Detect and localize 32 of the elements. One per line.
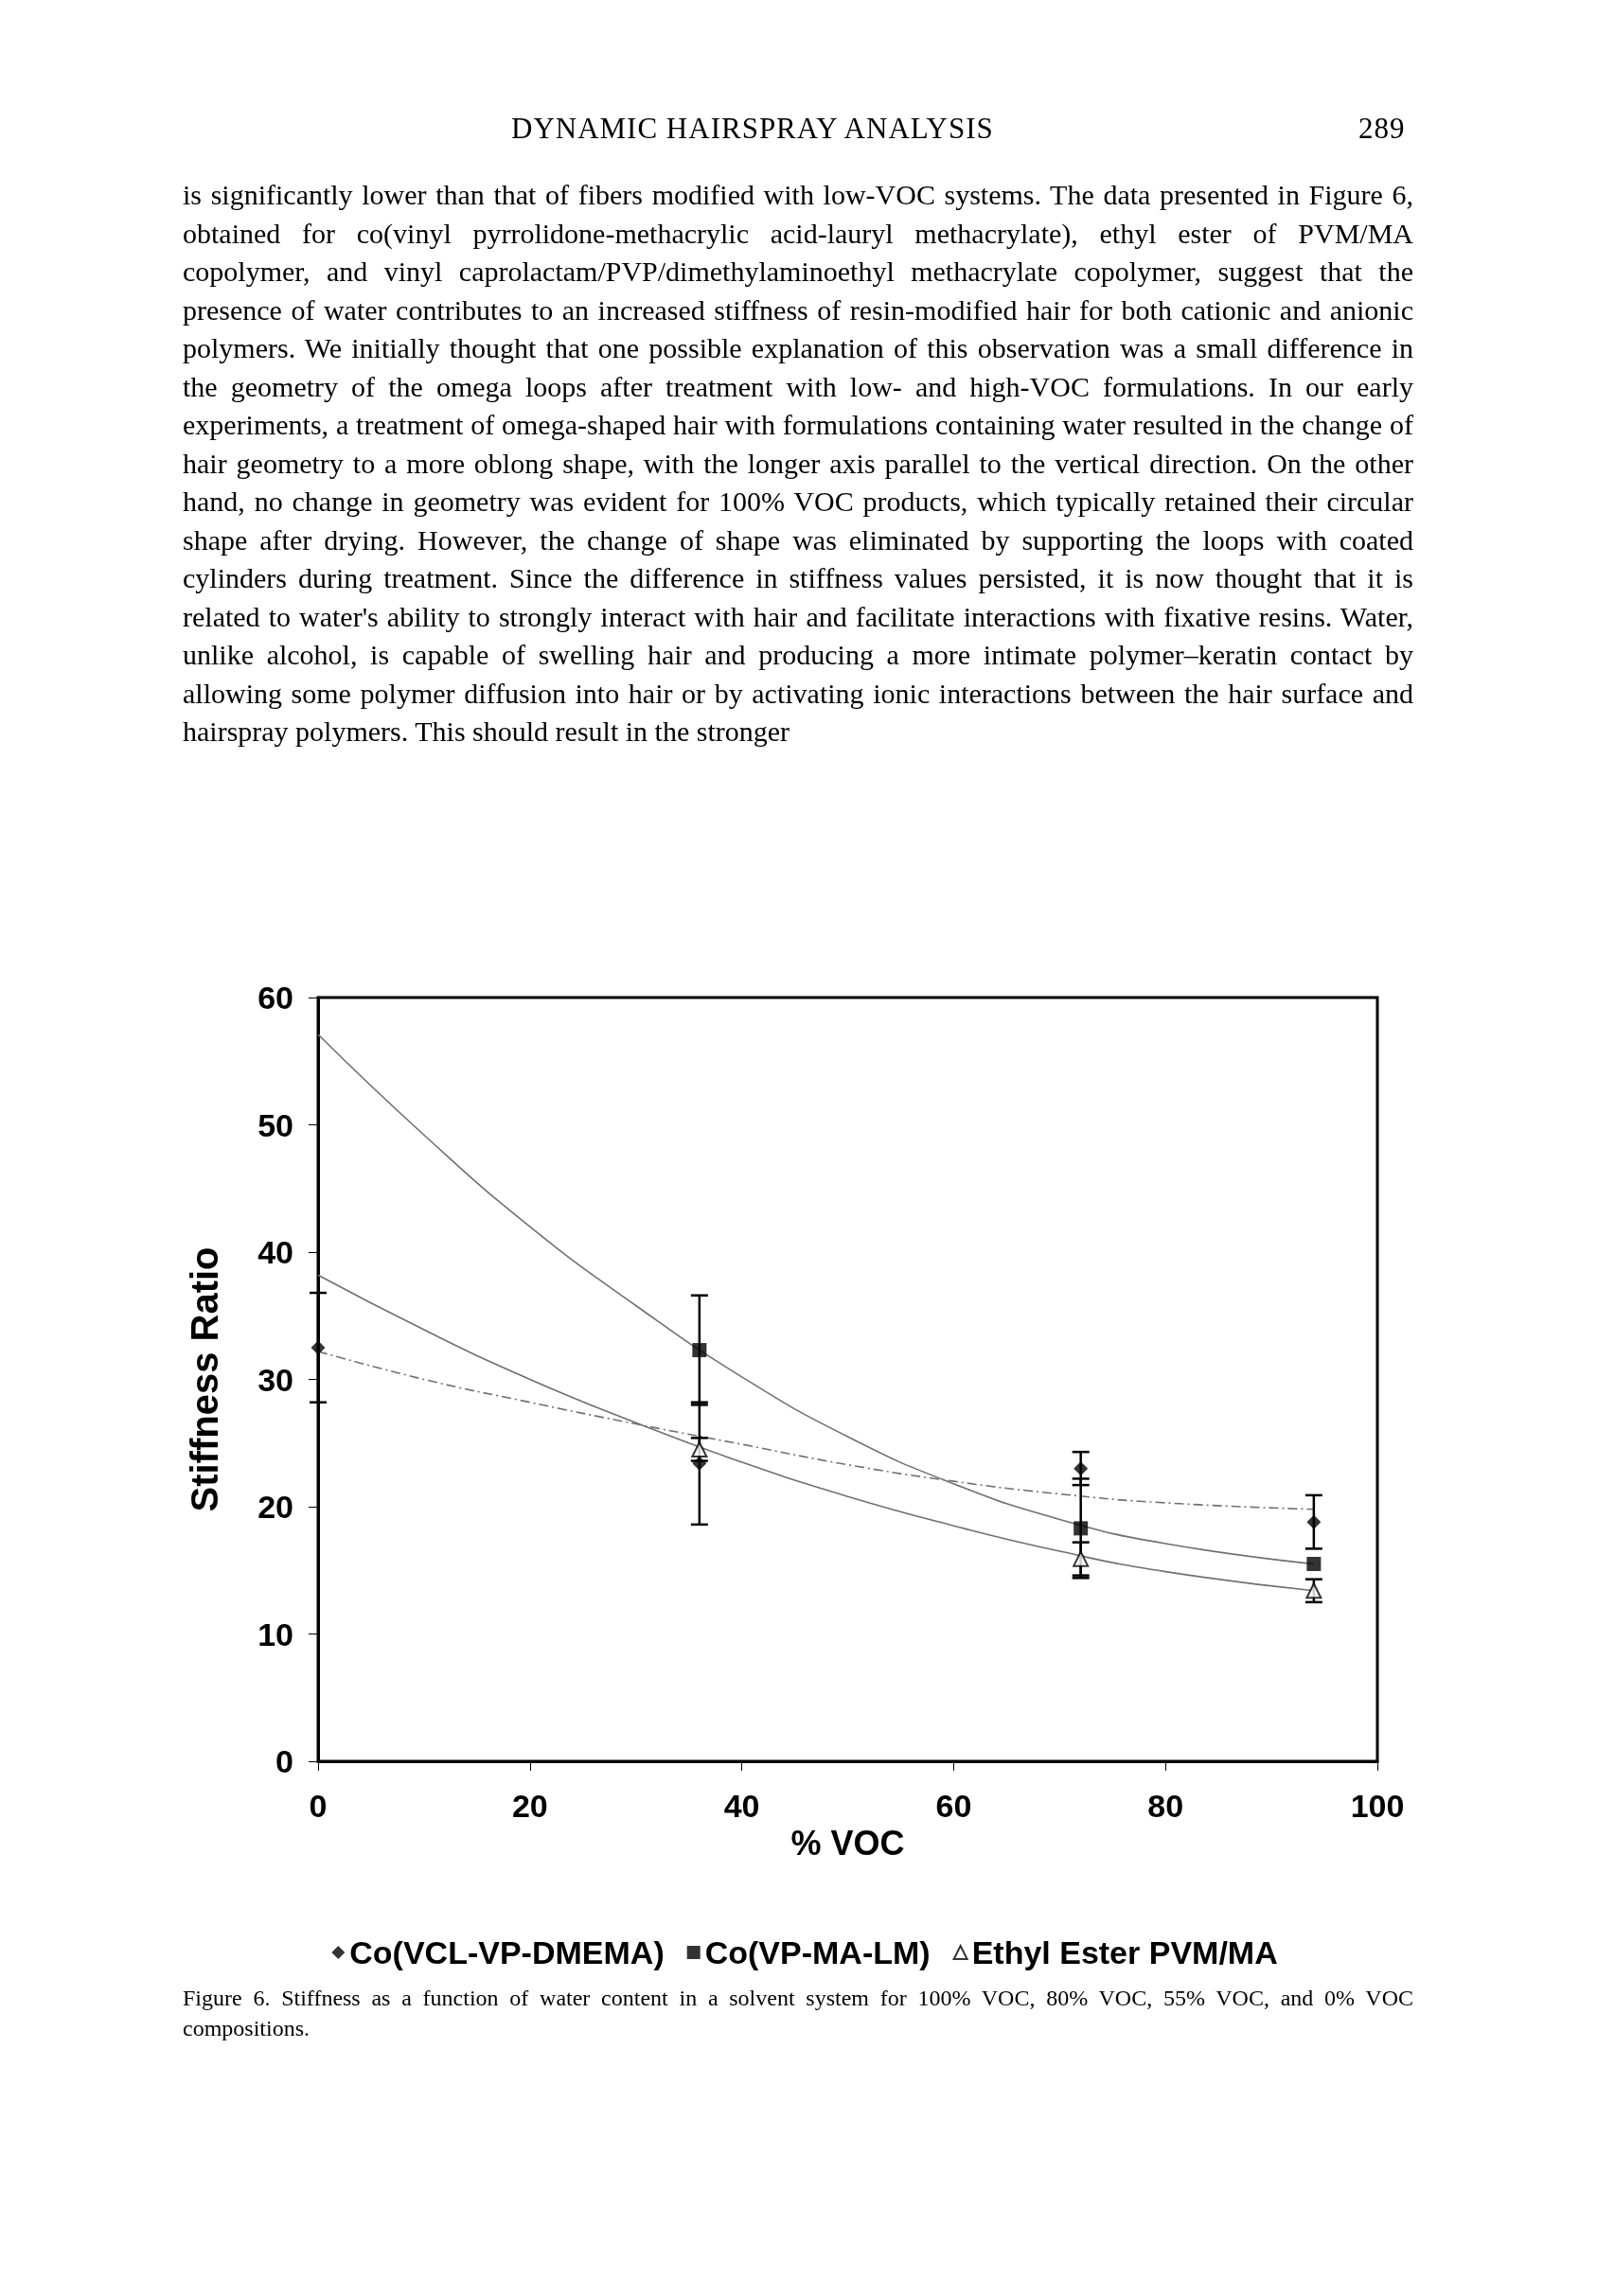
y-tick-label: 30 bbox=[257, 1361, 293, 1398]
y-tick-label: 10 bbox=[257, 1616, 293, 1652]
point bbox=[692, 1343, 707, 1358]
text: DYNAMIC HAIRSPRAY ANALYSIS bbox=[511, 112, 994, 146]
text: is significantly lower than that of fibers modified with low-VOC systems. The data presented in Figure 6, obtained for co(vinyl pyrrolidone-methacrylic acid-lauryl methacrylate), ethyl ester of PVM/MA copolymer, and vinyl caprolactam/PVP/dimethylaminoethyl methacrylate copolymer, suggest that the presence of water contributes to an increased stiffness of resin-modified hair for both cationic and anionic polymers. We initially thought that one possible explanation of this observation was a small difference in the geometry of the omega loops after treatment with low- and high-VOC formulations. In our early experiments, a treatment of omega-shaped hair with formulations containing water resulted in the change of hair geometry to a more oblong shape, with the longer axis parallel to the vertical direction. On the other hand, no change in geometry was evident for 100% VOC products, which typically retained their circular shape after drying. However, the change of shape was eliminated by supporting the loops with coated cylinders during treatment. Since the difference in stiffness values persisted, it is now thought that it is related to water's ability to strongly interact with hair and facilitate interactions with fixative resins. Water, unlike alcohol, is capable of swelling hair and producing a more intimate polymer–keratin contact by allowing some polymer diffusion into hair or by activating ionic interactions between the hair surface and hairspray polymers. This should result in the stronger bbox=[183, 179, 1413, 747]
point bbox=[311, 1340, 326, 1355]
x-tick-label: 80 bbox=[1147, 1788, 1184, 1824]
x-tick-label: 20 bbox=[511, 1788, 548, 1824]
legend-label: Co(VCL-VP-DMEMA) bbox=[349, 1934, 665, 1970]
legend-label: Co(VP-MA-LM) bbox=[704, 1934, 931, 1970]
point bbox=[1306, 1557, 1322, 1572]
x-tick-label: 0 bbox=[309, 1788, 328, 1824]
point bbox=[691, 1440, 708, 1457]
point bbox=[1305, 1582, 1322, 1599]
legend-label: Ethyl Ester PVM/MA bbox=[971, 1934, 1278, 1970]
y-tick-label: 20 bbox=[257, 1489, 293, 1525]
x-axis-title: % VOC bbox=[790, 1824, 905, 1863]
x-tick-label: 60 bbox=[935, 1788, 972, 1824]
text: 289 bbox=[1358, 112, 1406, 146]
x-tick-label: 100 bbox=[1350, 1788, 1405, 1824]
point bbox=[692, 1456, 707, 1471]
y-tick-label: 0 bbox=[275, 1743, 293, 1779]
point bbox=[1074, 1461, 1089, 1476]
point bbox=[1073, 1550, 1090, 1567]
caption: Figure 6. Stiffness as a function of water content in a solvent system for 100% VOC, 80% VOC, 55% VOC, and 0% VOC compositions. bbox=[183, 1985, 1413, 2042]
y-tick-label: 60 bbox=[257, 980, 293, 1016]
y-tick-label: 40 bbox=[257, 1234, 293, 1270]
point bbox=[1074, 1521, 1089, 1536]
y-tick-label: 50 bbox=[257, 1106, 293, 1143]
y-axis-title: Stiffness Ratio bbox=[184, 1246, 225, 1512]
point bbox=[1306, 1514, 1322, 1529]
x-tick-label: 40 bbox=[723, 1788, 760, 1824]
